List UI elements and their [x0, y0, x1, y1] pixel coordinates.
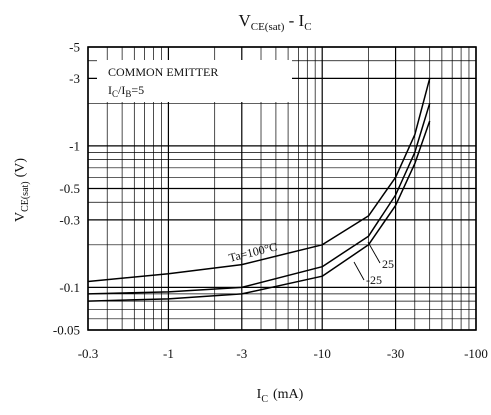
tick-labels: -0.3 -1 -3 -10 -30 -100 -0.05 -0.1 -0.3 -0.5 -1 -3 -… [53, 40, 488, 362]
y-tick-label: -1 [69, 138, 80, 153]
plot-frame [87, 46, 477, 331]
annotation-line-1: COMMON EMITTER [108, 65, 218, 79]
series-label-2: 25 [382, 257, 394, 271]
series-leader-3 [353, 261, 365, 281]
x-tick-label: -30 [387, 346, 404, 361]
series-leader-2 [367, 241, 381, 264]
y-tick-label: -0.05 [53, 323, 80, 338]
x-tick-label: -3 [236, 346, 247, 361]
chart-title: VCE(sat) - IC [238, 11, 311, 33]
y-tick-label: -5 [69, 40, 80, 55]
x-tick-label: -10 [314, 346, 331, 361]
annotation-line-2: IC/IB=5 [108, 83, 144, 99]
series-line-1 [87, 78, 431, 283]
y-tick-label: -0.1 [59, 280, 80, 295]
y-axis-label: VCE(sat)(V) [13, 158, 31, 222]
series-label-3: -25 [366, 273, 382, 287]
y-tick-label: -0.3 [59, 212, 80, 227]
curve-labels: Ta=100°C 25-25 [227, 239, 394, 287]
annotation-box: COMMON EMITTER IC/IB=5 [97, 60, 292, 102]
series-line-3 [87, 120, 431, 302]
y-tick-label: -3 [69, 71, 80, 86]
x-axis-label: IC (mA) [257, 387, 304, 405]
series-line-2 [87, 103, 431, 295]
x-tick-label: -100 [464, 346, 488, 361]
y-tick-label: -0.5 [59, 181, 80, 196]
x-tick-label: -0.3 [78, 346, 99, 361]
x-tick-label: -1 [163, 346, 174, 361]
curves [87, 78, 431, 302]
